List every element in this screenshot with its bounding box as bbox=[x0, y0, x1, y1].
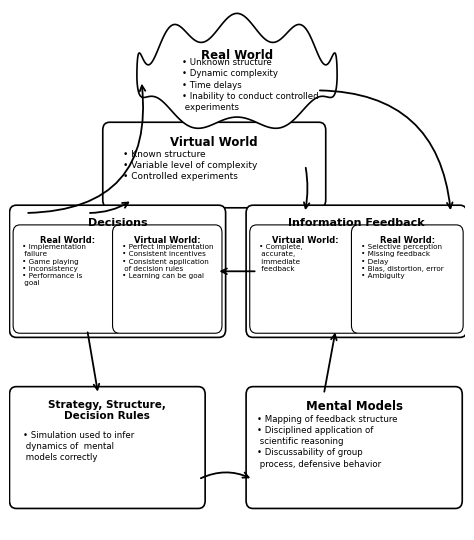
Text: • Known structure
• Variable level of complexity
• Controlled experiments: • Known structure • Variable level of co… bbox=[123, 150, 257, 181]
Text: • Mapping of feedback structure
• Disciplined application of
 scientific reasoni: • Mapping of feedback structure • Discip… bbox=[257, 415, 398, 469]
Text: • Complete,
 accurate,
 immediate
 feedback: • Complete, accurate, immediate feedback bbox=[259, 244, 302, 272]
Text: Virtual World:: Virtual World: bbox=[134, 236, 201, 245]
Text: • Selective perception
• Missing feedback
• Delay
• Bias, distortion, error
• Am: • Selective perception • Missing feedbac… bbox=[361, 244, 443, 279]
Text: Real World:: Real World: bbox=[40, 236, 95, 245]
FancyBboxPatch shape bbox=[246, 205, 467, 338]
FancyBboxPatch shape bbox=[9, 205, 226, 338]
FancyBboxPatch shape bbox=[250, 225, 362, 333]
FancyBboxPatch shape bbox=[9, 387, 205, 509]
PathPatch shape bbox=[137, 14, 337, 129]
Text: • Simulation used to infer
 dynamics of  mental
 models correctly: • Simulation used to infer dynamics of m… bbox=[23, 431, 135, 462]
Text: Information Feedback: Information Feedback bbox=[288, 218, 425, 228]
FancyBboxPatch shape bbox=[351, 225, 463, 333]
Text: • Unknown structure
• Dynamic complexity
• Time delays
• Inability to conduct co: • Unknown structure • Dynamic complexity… bbox=[182, 58, 319, 112]
Text: Decisions: Decisions bbox=[88, 218, 147, 228]
Text: • Perfect implementation
• Consistent incentives
• Consistent application
 of de: • Perfect implementation • Consistent in… bbox=[122, 244, 213, 279]
Text: • Implementation
 failure
• Game playing
• Inconsistency
• Performance is
 goal: • Implementation failure • Game playing … bbox=[22, 244, 86, 286]
FancyBboxPatch shape bbox=[246, 387, 462, 509]
Text: Real World: Real World bbox=[201, 49, 273, 62]
Text: Virtual World: Virtual World bbox=[171, 136, 258, 149]
Text: Mental Models: Mental Models bbox=[306, 400, 403, 413]
Text: Strategy, Structure,
Decision Rules: Strategy, Structure, Decision Rules bbox=[48, 400, 166, 421]
FancyBboxPatch shape bbox=[103, 122, 326, 208]
Text: Virtual World:: Virtual World: bbox=[272, 236, 339, 245]
FancyBboxPatch shape bbox=[112, 225, 222, 333]
Text: Real World:: Real World: bbox=[380, 236, 435, 245]
FancyBboxPatch shape bbox=[13, 225, 123, 333]
